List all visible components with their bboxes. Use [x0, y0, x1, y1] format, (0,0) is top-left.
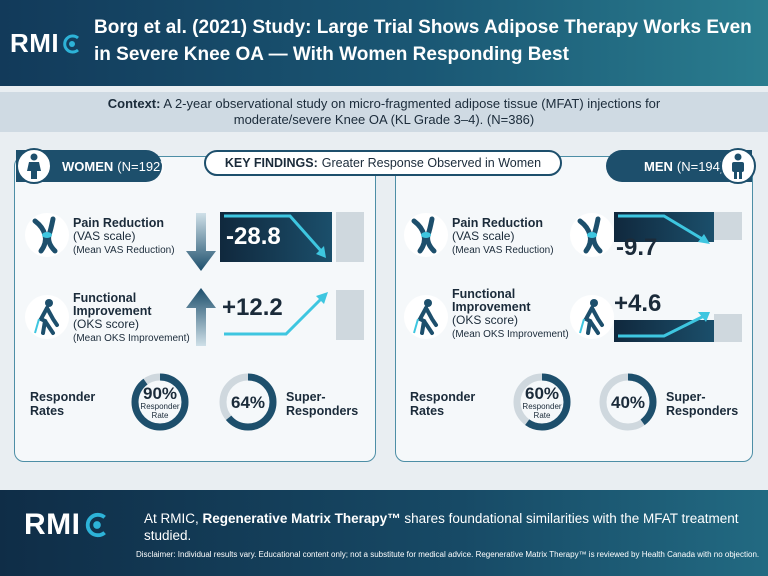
- rmic-logo-icon: [85, 512, 106, 538]
- woman-icon: [27, 153, 41, 179]
- woman-icon-badge: [16, 148, 52, 184]
- men-responder-ring: 60% Responder Rate: [512, 372, 572, 432]
- men-super-ring: 40%: [598, 372, 658, 432]
- footer-statement: At RMIC, Regenerative Matrix Therapy™ sh…: [144, 510, 754, 544]
- women-super-ring-graphic: [219, 373, 277, 431]
- men-responder-ring-label-1: Responder: [522, 401, 562, 411]
- women-pain-scale: (VAS scale): [73, 229, 136, 243]
- key-findings-label: KEY FINDINGS:: [224, 156, 318, 170]
- context-text: A 2-year observational study on micro-fr…: [163, 96, 661, 127]
- men-super-ring-graphic: [599, 373, 657, 431]
- women-panel: [14, 156, 376, 462]
- walking-person-icon: [570, 295, 614, 339]
- women-super-ring: 64%: [218, 372, 278, 432]
- women-super-label-2: Responders: [286, 404, 359, 418]
- women-responder-label: Responder Rates: [30, 390, 95, 418]
- page-title: Borg et al. (2021) Study: Large Trial Sh…: [94, 17, 752, 65]
- women-super-label: Super- Responders: [286, 390, 358, 418]
- down-arrow-icon: [186, 213, 216, 271]
- women-pain-label: Pain Reduction (VAS scale) (Mean VAS Red…: [73, 217, 193, 257]
- women-pain-value-box: -28.8: [220, 212, 332, 262]
- context-band: Context: A 2-year observational study on…: [0, 92, 768, 132]
- women-label: WOMEN: [62, 158, 114, 174]
- women-function-gray-box: [336, 290, 364, 340]
- footer-logo: RMI: [24, 508, 111, 542]
- key-findings-text: Greater Response Observed in Women: [321, 156, 542, 170]
- women-super-label-1: Super-: [286, 390, 326, 404]
- men-function-sub: (Mean OKS Improvement): [452, 329, 569, 340]
- women-responder-ring-graphic: [131, 373, 189, 431]
- men-responder-label-2: Rates: [410, 404, 445, 418]
- women-responder-label-2: Rates: [30, 404, 65, 418]
- header-banner: RMI Borg et al. (2021) Study: Large Tria…: [0, 0, 768, 86]
- trend-up-arrow-icon: [618, 312, 710, 338]
- women-pain-gray-box: [336, 212, 364, 262]
- men-pain-sub: (Mean VAS Reduction): [452, 245, 554, 256]
- footer-brand: Regenerative Matrix Therapy™: [202, 511, 401, 526]
- men-function-gray-box: [714, 314, 742, 342]
- men-function-value: +4.6: [614, 290, 662, 317]
- men-responder-label: Responder Rates: [410, 390, 475, 418]
- women-function-label: Functional Improvement (OKS score) (Mean…: [73, 292, 203, 345]
- disclaimer: Disclaimer: Individual results vary. Edu…: [136, 550, 760, 559]
- man-icon-badge: [720, 148, 756, 184]
- man-icon: [732, 153, 744, 179]
- men-responder-ring-label-2: Rate: [533, 410, 551, 420]
- women-function-title-2: Improvement: [73, 304, 152, 318]
- men-pain-title: Pain Reduction: [452, 216, 543, 230]
- footer-banner: RMI At RMIC, Regenerative Matrix Therapy…: [0, 490, 768, 576]
- women-function-sub: (Mean OKS Improvement): [73, 333, 190, 344]
- women-count: (N=192): [117, 158, 165, 174]
- women-responder-ring-label-2: Rate: [151, 410, 169, 420]
- header-logo: RMI: [10, 28, 83, 59]
- men-pain-scale: (VAS scale): [452, 229, 515, 243]
- men-responder-pct: 60%: [524, 383, 560, 403]
- women-responder-ring: 90% Responder Rate: [130, 372, 190, 432]
- men-super-label-2: Responders: [666, 404, 739, 418]
- women-function-title-1: Functional: [73, 291, 137, 305]
- trend-down-arrow-icon: [224, 214, 326, 258]
- men-pain-value: -9.7: [616, 234, 658, 261]
- knee-joint-icon: [25, 213, 69, 257]
- men-pain-gray-box: [714, 212, 742, 240]
- key-findings-banner: KEY FINDINGS: Greater Response Observed …: [204, 150, 562, 176]
- men-label: MEN: [644, 158, 673, 174]
- men-function-scale: (OKS score): [452, 313, 519, 327]
- men-super-label-1: Super-: [666, 390, 706, 404]
- men-responder-label-1: Responder: [410, 390, 476, 404]
- men-super-pct: 40%: [610, 392, 646, 412]
- footer-text-prefix: At RMIC,: [144, 511, 199, 526]
- women-pain-title: Pain Reduction: [73, 216, 164, 230]
- men-responder-ring-graphic: [513, 373, 571, 431]
- footer-text-suffix: shares foundational similarities with th…: [144, 511, 739, 543]
- trend-up-arrow-icon: [224, 292, 328, 336]
- footer-logo-text: RMI: [24, 508, 81, 541]
- men-function-label: Functional Improvement (OKS score) (Mean…: [452, 288, 582, 341]
- walking-person-icon: [25, 295, 69, 339]
- women-responder-pct: 90%: [142, 383, 178, 403]
- logo-text: RMI: [10, 28, 60, 58]
- men-count: (N=194): [676, 158, 725, 174]
- rmic-logo-icon: [63, 34, 80, 53]
- men-pain-label: Pain Reduction (VAS scale) (Mean VAS Red…: [452, 217, 572, 257]
- context-label: Context:: [107, 96, 161, 111]
- knee-joint-icon: [404, 213, 448, 257]
- trend-down-arrow-icon: [618, 214, 710, 244]
- women-function-value: +12.2: [222, 294, 283, 321]
- men-super-label: Super- Responders: [666, 390, 738, 418]
- women-responder-ring-label-1: Responder: [140, 401, 180, 411]
- women-responder-label-1: Responder: [30, 390, 96, 404]
- men-function-title-1: Functional: [452, 287, 516, 301]
- men-function-title-2: Improvement: [452, 300, 531, 314]
- up-arrow-icon: [186, 288, 216, 346]
- women-pain-sub: (Mean VAS Reduction): [73, 245, 175, 256]
- women-super-pct: 64%: [230, 392, 266, 412]
- walking-person-icon: [404, 295, 448, 339]
- women-pain-value: -28.8: [226, 223, 281, 250]
- knee-joint-icon: [570, 213, 614, 257]
- women-function-scale: (OKS score): [73, 317, 140, 331]
